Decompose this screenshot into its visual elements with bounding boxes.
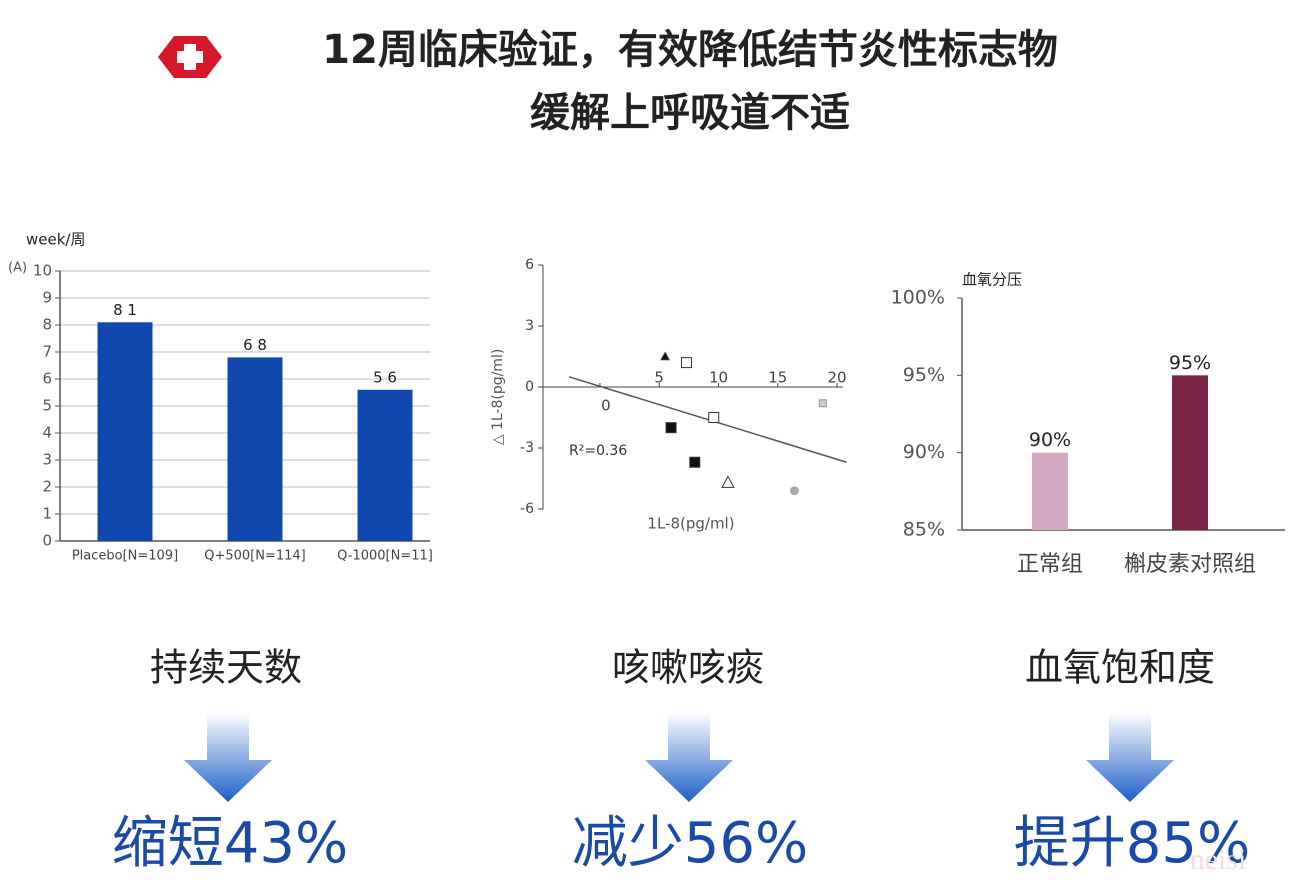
- watermark: neisi: [1190, 843, 1247, 876]
- panel-caption: 咳嗽咳痰: [612, 646, 764, 690]
- y-tick-label: 1: [42, 505, 52, 523]
- y-tick-label: 8: [42, 316, 52, 334]
- scatter-point: [689, 456, 701, 468]
- scatter-point: [680, 357, 692, 369]
- y-axis-label: △ 1L-8(pg/ml): [490, 349, 506, 446]
- value-label: 6 8: [243, 336, 267, 354]
- panel-caption: 持续天数: [150, 646, 302, 690]
- y-tick-label: 6: [525, 257, 534, 273]
- x-tick-label: 正常组: [1017, 552, 1083, 577]
- y-tick-label: 7: [42, 343, 52, 361]
- bar: [97, 322, 153, 541]
- y-tick-label: 4: [42, 424, 52, 442]
- y-tick-label: -6: [520, 501, 534, 517]
- down-arrow: [184, 712, 272, 802]
- x-tick-label: 槲皮素对照组: [1124, 552, 1256, 577]
- value-label: 8 1: [113, 301, 137, 319]
- scatter-point: [708, 412, 720, 423]
- value-label: 5 6: [373, 368, 397, 386]
- y-tick-label: 100%: [891, 287, 945, 309]
- trend-line: [568, 376, 847, 463]
- x-axis-label: 1L-8(pg/ml): [647, 515, 734, 533]
- x-tick-label: Q-1000[N=11]: [337, 549, 433, 564]
- y-tick-label: 6: [42, 370, 52, 388]
- bar: [1032, 452, 1068, 530]
- y-tick-label: -3: [520, 440, 534, 456]
- y-axis-label: week/周: [26, 231, 85, 249]
- value-label: 90%: [1029, 429, 1071, 451]
- scatter-point: [665, 422, 677, 434]
- annotation: R²=0.36: [569, 443, 627, 459]
- y-tick-label: 9: [42, 289, 52, 307]
- y-tick-label: 3: [42, 451, 52, 469]
- down-arrow: [1086, 712, 1174, 802]
- x-tick-label: Placebo[N=109]: [72, 549, 178, 564]
- x-tick-label: 15: [768, 369, 787, 387]
- y-tick-label: 90%: [903, 441, 945, 463]
- value-label: 95%: [1169, 352, 1211, 374]
- x-tick-label: 10: [709, 369, 728, 387]
- y-tick-label: 3: [525, 318, 534, 334]
- x-tick-label: 0: [601, 397, 611, 415]
- y-tick-label: 5: [42, 397, 52, 415]
- x-tick-label: 5: [654, 369, 664, 387]
- panel-result: 提升85%: [1014, 811, 1250, 876]
- y-tick-label: 10: [33, 262, 52, 280]
- x-tick-label: 20: [828, 369, 847, 387]
- bar: [1172, 375, 1208, 530]
- y-tick-label: 0: [42, 532, 52, 550]
- panel-result: 减少56%: [572, 811, 808, 876]
- bar: [357, 389, 413, 541]
- scatter-point: [789, 486, 799, 496]
- header-icon: [158, 36, 222, 78]
- y-axis-label: 血氧分压: [962, 271, 1022, 289]
- panel-result: 缩短43%: [112, 811, 348, 876]
- scatter-point: [818, 399, 827, 408]
- scatter-point: [660, 351, 670, 361]
- down-arrow: [645, 712, 733, 802]
- panel-label: (A): [8, 261, 27, 276]
- title-line: 12周临床验证，有效降低结节炎性标志物: [322, 27, 1058, 73]
- y-tick-label: 2: [42, 478, 52, 496]
- y-tick-label: 85%: [903, 519, 945, 541]
- x-tick-label: Q+500[N=114]: [204, 549, 306, 564]
- title-line: 缓解上呼吸道不适: [530, 90, 850, 136]
- y-tick-label: 95%: [903, 364, 945, 386]
- panel-caption: 血氧饱和度: [1025, 646, 1215, 690]
- scatter-point: [721, 475, 735, 488]
- y-tick-label: 0: [525, 379, 534, 395]
- bar: [227, 357, 283, 541]
